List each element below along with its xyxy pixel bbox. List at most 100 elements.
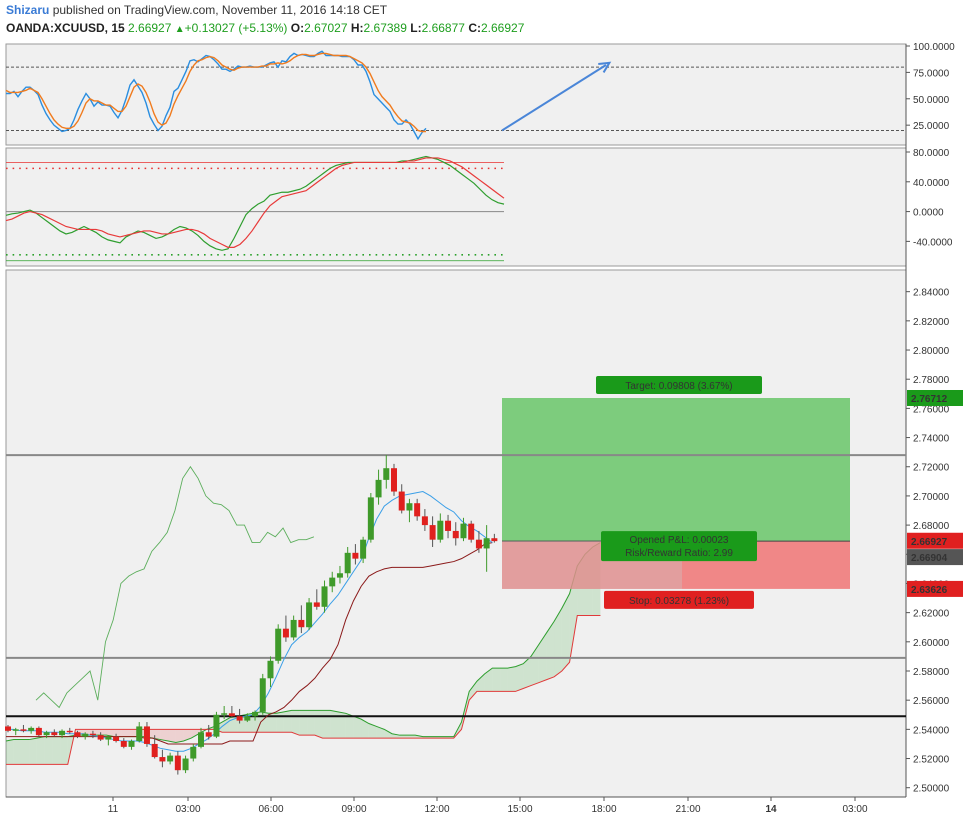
ohlc-header: OANDA:XCUUSD, 15 2.66927 ▲+0.13027 (+5.1… xyxy=(6,21,524,35)
kumo-cloud-segment xyxy=(484,668,493,692)
candle-body xyxy=(421,516,428,526)
candle-body xyxy=(336,573,343,578)
candle-body xyxy=(159,757,166,762)
price-tick-label: 2.70000 xyxy=(913,492,950,503)
osc2-line-2 xyxy=(5,157,505,248)
kumo-cloud-segment xyxy=(384,729,392,739)
price-tick-label: 2.72000 xyxy=(913,463,950,474)
candle-body xyxy=(391,468,397,492)
kumo-cloud-segment xyxy=(337,711,346,739)
kumo-cloud-segment xyxy=(361,719,369,739)
candle-body xyxy=(59,730,66,736)
kumo-cloud-segment xyxy=(546,621,555,680)
candle-body xyxy=(414,503,421,517)
target-price-label-box xyxy=(907,389,963,406)
candle-body xyxy=(51,732,58,736)
target-label-box xyxy=(596,375,762,394)
candle-body xyxy=(205,732,212,737)
high-value: 2.67389 xyxy=(363,21,407,35)
time-tick-label: 03:00 xyxy=(842,804,867,815)
time-tick-label: 06:00 xyxy=(258,804,283,815)
candle-body xyxy=(398,491,405,511)
price-tick-label: 2.54000 xyxy=(913,725,950,736)
kumo-cloud-segment xyxy=(283,710,292,733)
trend-arrow-head-icon xyxy=(598,61,612,73)
candle-body xyxy=(383,468,390,480)
open-label: O: xyxy=(290,21,305,35)
candle-body xyxy=(267,660,274,679)
kumo-cloud-segment xyxy=(44,736,53,765)
kumo-cloud-segment xyxy=(106,729,115,737)
price-axis-background xyxy=(906,44,970,821)
kumo-cloud-segment xyxy=(399,735,408,739)
kumo-cloud-segment xyxy=(376,726,385,739)
last-price-label: 2.66927 xyxy=(911,537,948,548)
stop-label-box xyxy=(604,590,754,609)
price-tick-label: 2.76000 xyxy=(913,404,950,415)
last-price-label-box xyxy=(907,532,963,549)
senkou-span-a xyxy=(5,542,601,743)
up-arrow-icon: ▲ xyxy=(174,24,185,35)
time-tick-label: 21:00 xyxy=(675,804,700,815)
kumo-cloud-segment xyxy=(469,681,477,701)
price-tick-label: 2.68000 xyxy=(913,521,950,532)
candle-body xyxy=(128,741,135,747)
candle-body xyxy=(429,525,436,540)
candle-body xyxy=(236,716,243,721)
candle-body xyxy=(167,755,174,762)
price-tick-label: 2.60000 xyxy=(913,638,950,649)
kumo-cloud-segment xyxy=(268,713,277,733)
senkou-span-b xyxy=(6,615,601,765)
kumo-cloud-segment xyxy=(160,729,169,742)
candle-body xyxy=(437,520,444,540)
pnl-label: Opened P&L: 0.00023 xyxy=(630,535,729,546)
kumo-cloud-segment xyxy=(314,710,323,739)
stop-price-label-box xyxy=(907,580,963,597)
candle-body xyxy=(483,538,490,549)
kumo-cloud-segment xyxy=(569,565,578,663)
kumo-cloud-segment xyxy=(561,593,570,671)
candle-body xyxy=(228,713,235,717)
candle-body xyxy=(406,503,413,511)
trend-arrow-line xyxy=(501,64,607,132)
kumo-cloud-segment xyxy=(6,739,14,765)
kumo-cloud-segment xyxy=(307,710,315,736)
candle-body xyxy=(375,479,382,498)
candle-body xyxy=(198,732,204,747)
chikou-span xyxy=(35,465,315,709)
kumo-cloud-segment xyxy=(476,673,485,692)
candle-body xyxy=(28,727,35,731)
osc1-tick-label: 75.0000 xyxy=(913,68,950,79)
change-value: +0.13027 (+5.13%) xyxy=(184,21,288,35)
price-tick-label: 2.78000 xyxy=(913,375,950,386)
kumo-cloud-segment xyxy=(21,739,30,765)
candle-body xyxy=(20,729,27,731)
symbol-label: OANDA:XCUUSD, 15 xyxy=(6,21,125,35)
osc2-tick-label: 40.0000 xyxy=(913,178,950,189)
kumo-cloud-segment xyxy=(507,666,516,692)
candle-body xyxy=(97,735,104,740)
kumo-cloud-segment xyxy=(114,729,122,737)
candle-body xyxy=(460,523,467,539)
kumo-cloud-segment xyxy=(276,711,284,733)
kumo-cloud-segment xyxy=(322,710,331,739)
kumo-cloud-segment xyxy=(291,710,300,736)
osc1-line-1 xyxy=(6,50,427,141)
candle-body xyxy=(298,619,305,628)
kumo-cloud-segment xyxy=(129,729,138,737)
kumo-cloud-segment xyxy=(36,736,45,765)
chart-canvas[interactable]: 100.0000 75.0000 50.0000 25.0000 80.0000 40.0… xyxy=(0,40,970,821)
kumo-cloud-segment xyxy=(492,668,501,692)
pnl-label-box xyxy=(601,531,757,562)
author-name[interactable]: Shizaru xyxy=(6,3,50,17)
kumo-cloud-segment xyxy=(98,729,107,736)
candle-body xyxy=(82,733,89,737)
time-tick-label: 03:00 xyxy=(175,804,200,815)
time-tick-label: 12:00 xyxy=(424,804,449,815)
candle-body xyxy=(282,628,289,638)
candle-body xyxy=(344,552,351,574)
kumo-cloud-segment xyxy=(407,735,416,739)
kumo-cloud-segment xyxy=(299,710,308,736)
candle-body xyxy=(120,741,127,747)
candle-body xyxy=(221,713,228,715)
